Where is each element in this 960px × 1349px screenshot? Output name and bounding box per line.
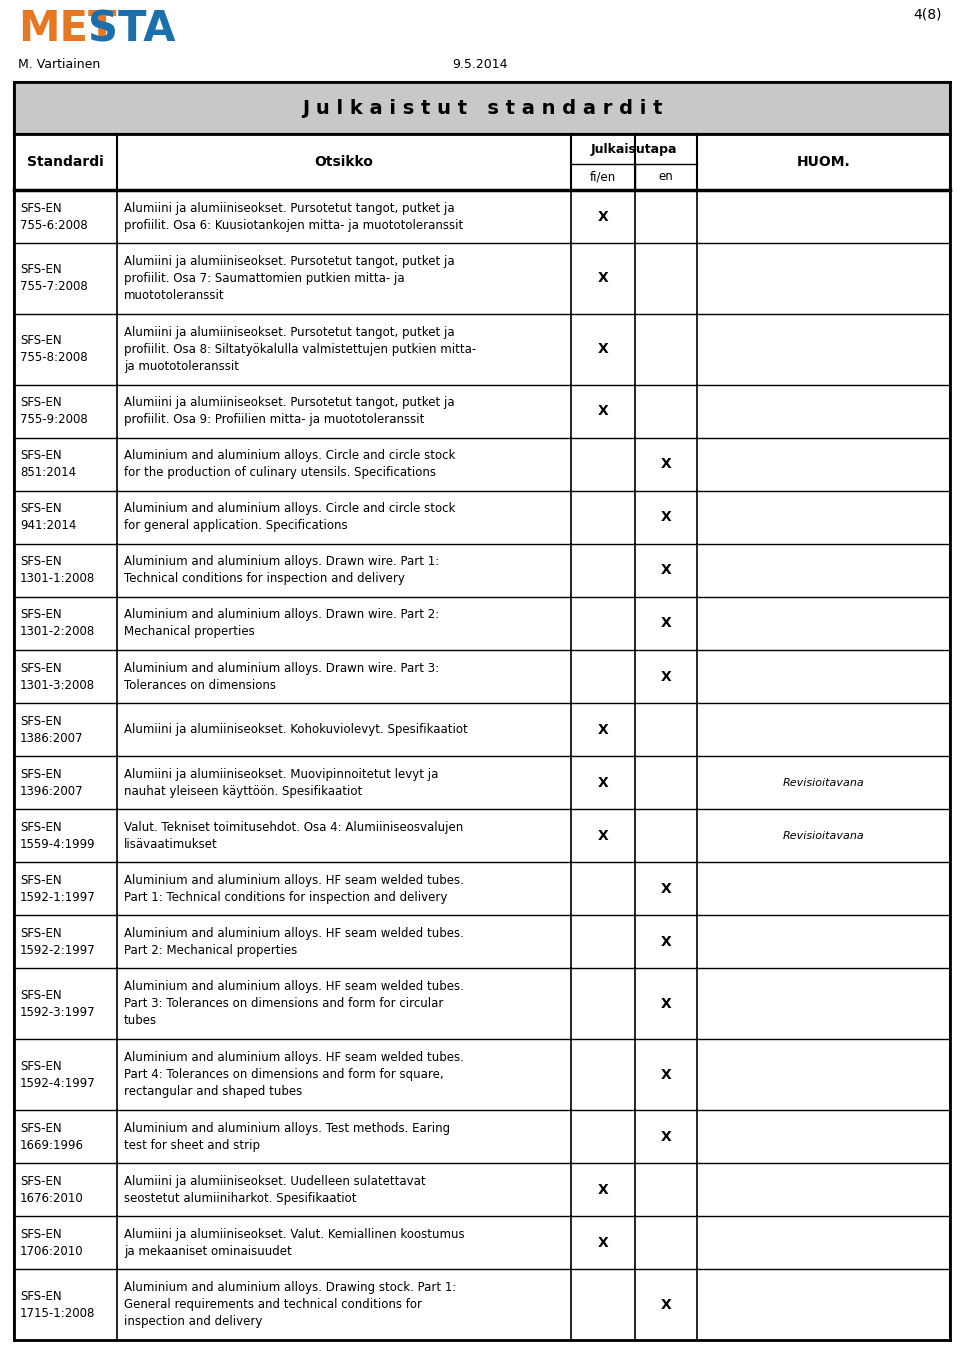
Text: X: X <box>660 1298 671 1311</box>
Text: 9.5.2014: 9.5.2014 <box>452 58 508 71</box>
Text: SFS-EN
851:2014: SFS-EN 851:2014 <box>20 449 76 479</box>
Bar <box>14 969 950 1039</box>
Text: X: X <box>660 564 671 577</box>
Text: Aluminium and aluminium alloys. HF seam welded tubes.
Part 1: Technical conditio: Aluminium and aluminium alloys. HF seam … <box>124 874 464 904</box>
Text: SFS-EN
1301-1:2008: SFS-EN 1301-1:2008 <box>20 556 95 585</box>
Bar <box>14 134 950 190</box>
Text: SFS-EN
1592-4:1997: SFS-EN 1592-4:1997 <box>20 1059 96 1090</box>
Text: Revisioitavana: Revisioitavana <box>782 831 865 840</box>
Text: SFS-EN
1669:1996: SFS-EN 1669:1996 <box>20 1121 84 1152</box>
Bar <box>14 1039 950 1110</box>
Bar <box>14 650 950 703</box>
Text: MET: MET <box>18 8 116 50</box>
Text: en: en <box>659 170 673 183</box>
Text: Aluminium and aluminium alloys. Drawn wire. Part 3:
Tolerances on dimensions: Aluminium and aluminium alloys. Drawn wi… <box>124 661 439 692</box>
Text: SFS-EN
1715-1:2008: SFS-EN 1715-1:2008 <box>20 1290 95 1319</box>
Text: X: X <box>597 271 608 286</box>
Bar <box>14 809 950 862</box>
Text: X: X <box>660 1067 671 1082</box>
Text: Alumiini ja alumiiniseokset. Kohokuviolevyt. Spesifikaatiot: Alumiini ja alumiiniseokset. Kohokuviole… <box>124 723 468 737</box>
Text: SFS-EN
755-8:2008: SFS-EN 755-8:2008 <box>20 335 87 364</box>
Text: M. Vartiainen: M. Vartiainen <box>18 58 100 71</box>
Text: X: X <box>660 882 671 896</box>
Text: SFS-EN
1592-1:1997: SFS-EN 1592-1:1997 <box>20 874 96 904</box>
Text: X: X <box>597 343 608 356</box>
Text: Alumiini ja alumiiniseokset. Pursotetut tangot, putket ja
profiilit. Osa 9: Prof: Alumiini ja alumiiniseokset. Pursotetut … <box>124 397 455 426</box>
Text: X: X <box>660 457 671 471</box>
Bar <box>14 437 950 491</box>
Text: Aluminium and aluminium alloys. Test methods. Earing
test for sheet and strip: Aluminium and aluminium alloys. Test met… <box>124 1121 450 1152</box>
Text: X: X <box>660 616 671 630</box>
Text: SFS-EN
1301-2:2008: SFS-EN 1301-2:2008 <box>20 608 95 638</box>
Text: J u l k a i s t u t   s t a n d a r d i t: J u l k a i s t u t s t a n d a r d i t <box>301 98 662 117</box>
Text: Revisioitavana: Revisioitavana <box>782 777 865 788</box>
Text: SFS-EN
1592-2:1997: SFS-EN 1592-2:1997 <box>20 927 96 956</box>
Text: Standardi: Standardi <box>27 155 104 169</box>
Text: SFS-EN
1396:2007: SFS-EN 1396:2007 <box>20 768 84 797</box>
Text: X: X <box>597 405 608 418</box>
Text: Julkaisutapa: Julkaisutapa <box>590 143 678 155</box>
Bar <box>14 703 950 757</box>
Text: Aluminium and aluminium alloys. Circle and circle stock
for general application.: Aluminium and aluminium alloys. Circle a… <box>124 502 455 533</box>
Text: X: X <box>597 828 608 843</box>
Text: X: X <box>660 510 671 525</box>
Text: Aluminium and aluminium alloys. HF seam welded tubes.
Part 2: Mechanical propert: Aluminium and aluminium alloys. HF seam … <box>124 927 464 956</box>
Bar <box>14 384 950 437</box>
Text: SFS-EN
755-9:2008: SFS-EN 755-9:2008 <box>20 397 87 426</box>
Text: Aluminium and aluminium alloys. Circle and circle stock
for the production of cu: Aluminium and aluminium alloys. Circle a… <box>124 449 455 479</box>
Text: Alumiini ja alumiiniseokset. Uudelleen sulatettavat
seostetut alumiiniharkot. Sp: Alumiini ja alumiiniseokset. Uudelleen s… <box>124 1175 425 1205</box>
Bar <box>14 82 950 134</box>
Text: SFS-EN
1676:2010: SFS-EN 1676:2010 <box>20 1175 84 1205</box>
Bar <box>14 190 950 243</box>
Text: Alumiini ja alumiiniseokset. Valut. Kemiallinen koostumus
ja mekaaniset ominaisu: Alumiini ja alumiiniseokset. Valut. Kemi… <box>124 1228 465 1257</box>
Text: X: X <box>597 776 608 789</box>
Bar <box>14 916 950 969</box>
Text: Alumiini ja alumiiniseokset. Muovipinnoitetut levyt ja
nauhat yleiseen käyttöön.: Alumiini ja alumiiniseokset. Muovipinnoi… <box>124 768 439 797</box>
Bar <box>14 243 950 314</box>
Text: Alumiini ja alumiiniseokset. Pursotetut tangot, putket ja
profiilit. Osa 6: Kuus: Alumiini ja alumiiniseokset. Pursotetut … <box>124 201 464 232</box>
Text: X: X <box>660 997 671 1010</box>
Bar <box>14 596 950 650</box>
Bar <box>14 1163 950 1217</box>
Text: 4(8): 4(8) <box>914 8 942 22</box>
Text: SFS-EN
755-6:2008: SFS-EN 755-6:2008 <box>20 201 87 232</box>
Text: Aluminium and aluminium alloys. Drawn wire. Part 2:
Mechanical properties: Aluminium and aluminium alloys. Drawn wi… <box>124 608 440 638</box>
Bar <box>14 862 950 916</box>
Text: Valut. Tekniset toimitusehdot. Osa 4: Alumiiniseosvalujen
lisävaatimukset: Valut. Tekniset toimitusehdot. Osa 4: Al… <box>124 820 464 851</box>
Text: Aluminium and aluminium alloys. Drawing stock. Part 1:
General requirements and : Aluminium and aluminium alloys. Drawing … <box>124 1282 456 1329</box>
Text: SFS-EN
941:2014: SFS-EN 941:2014 <box>20 502 77 533</box>
Text: SFS-EN
1559-4:1999: SFS-EN 1559-4:1999 <box>20 820 96 851</box>
Bar <box>14 544 950 596</box>
Text: Aluminium and aluminium alloys. Drawn wire. Part 1:
Technical conditions for ins: Aluminium and aluminium alloys. Drawn wi… <box>124 556 440 585</box>
Text: SFS-EN
1301-3:2008: SFS-EN 1301-3:2008 <box>20 661 95 692</box>
Text: Alumiini ja alumiiniseokset. Pursotetut tangot, putket ja
profiilit. Osa 8: Silt: Alumiini ja alumiiniseokset. Pursotetut … <box>124 325 476 372</box>
Bar <box>14 491 950 544</box>
Text: HUOM.: HUOM. <box>797 155 851 169</box>
Text: Aluminium and aluminium alloys. HF seam welded tubes.
Part 4: Tolerances on dime: Aluminium and aluminium alloys. HF seam … <box>124 1051 464 1098</box>
Bar <box>14 757 950 809</box>
Text: STA: STA <box>88 8 176 50</box>
Text: X: X <box>660 669 671 684</box>
Text: X: X <box>597 1183 608 1197</box>
Text: SFS-EN
1706:2010: SFS-EN 1706:2010 <box>20 1228 84 1257</box>
Text: Otsikko: Otsikko <box>315 155 373 169</box>
Bar <box>14 1110 950 1163</box>
Text: X: X <box>660 935 671 948</box>
Text: X: X <box>597 209 608 224</box>
Bar <box>14 314 950 384</box>
Text: X: X <box>660 1129 671 1144</box>
Text: X: X <box>597 723 608 737</box>
Bar <box>14 1269 950 1340</box>
Text: SFS-EN
1592-3:1997: SFS-EN 1592-3:1997 <box>20 989 96 1018</box>
Text: SFS-EN
755-7:2008: SFS-EN 755-7:2008 <box>20 263 87 294</box>
Text: Alumiini ja alumiiniseokset. Pursotetut tangot, putket ja
profiilit. Osa 7: Saum: Alumiini ja alumiiniseokset. Pursotetut … <box>124 255 455 302</box>
Text: X: X <box>597 1236 608 1249</box>
Text: Aluminium and aluminium alloys. HF seam welded tubes.
Part 3: Tolerances on dime: Aluminium and aluminium alloys. HF seam … <box>124 981 464 1028</box>
Bar <box>14 1217 950 1269</box>
Text: SFS-EN
1386:2007: SFS-EN 1386:2007 <box>20 715 84 745</box>
Text: fi/en: fi/en <box>589 170 616 183</box>
